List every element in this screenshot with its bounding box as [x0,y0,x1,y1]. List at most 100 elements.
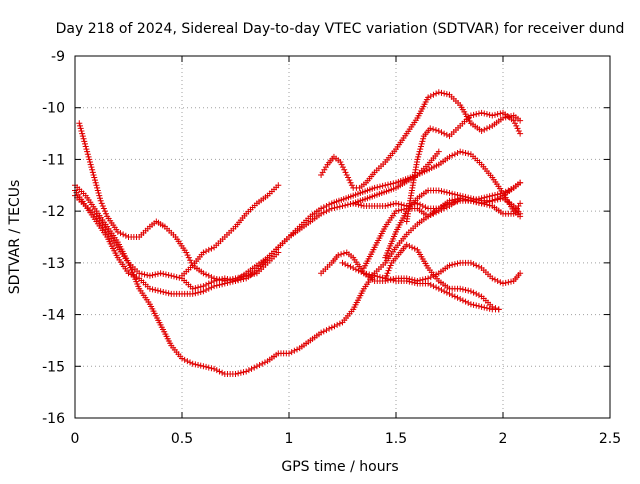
data-point [219,369,226,376]
data-point [517,117,524,124]
data-point [318,205,325,212]
data-point [339,259,346,266]
data-point [192,290,199,297]
data-point [473,290,480,297]
data-point [184,252,191,259]
y-tick-label: -13 [42,256,65,272]
data-point [96,192,103,199]
data-point [347,179,354,186]
data-point [494,195,501,202]
data-point [152,271,159,278]
data-point [120,231,127,238]
data-point [425,275,432,282]
data-point [441,288,448,295]
data-point [294,346,301,353]
data-point [441,205,448,212]
data-point [513,122,520,129]
series-s1 [72,148,524,292]
data-point [430,283,437,290]
data-point [197,283,204,290]
data-point [432,127,439,134]
data-point [495,306,502,313]
data-point [101,208,108,215]
y-tick-label: -10 [42,101,65,117]
data-point [438,287,445,294]
data-point [88,164,95,171]
data-point [387,180,394,187]
data-point [457,148,464,155]
data-point [348,182,355,189]
data-point [425,94,432,101]
data-point [85,153,92,160]
data-point [382,202,389,209]
data-point [467,259,474,266]
data-point [467,112,474,119]
data-point [393,200,399,207]
data-point [77,125,84,132]
data-point [208,284,215,291]
data-point [483,305,490,312]
x-tick-label: 1 [285,431,294,447]
data-point [414,200,421,207]
data-point [415,153,422,160]
data-point [435,148,442,155]
data-point [200,283,207,290]
data-point [245,272,252,279]
data-point [467,195,474,202]
data-point [409,279,416,286]
data-point [441,188,448,195]
data-point [81,138,88,145]
data-point [451,293,458,300]
data-point [481,304,488,311]
data-point [393,208,399,215]
data-point [192,361,199,368]
data-point [505,279,512,286]
data-point [376,183,383,190]
data-point [386,265,393,272]
data-point [326,201,333,208]
data-point [82,143,89,150]
data-point [200,363,207,370]
data-point [387,201,394,208]
data-point [494,277,501,284]
data-point [478,127,485,134]
data-point [243,272,250,279]
x-axis-label: GPS time / hours [281,459,398,475]
data-point [205,272,212,279]
series-s6 [318,89,524,191]
data-point [459,193,466,200]
data-point [91,177,98,184]
data-point [185,254,192,261]
data-point [446,153,453,160]
data-point [384,276,391,283]
y-tick-label: -15 [42,359,65,375]
data-point [465,287,472,294]
data-point [446,197,453,204]
data-point [160,288,167,295]
data-point [331,204,338,211]
data-point [338,161,345,168]
data-point [508,278,515,285]
data-point [454,149,461,156]
x-tick-label: 0.5 [171,431,193,447]
data-point [243,368,250,375]
data-point [157,288,164,295]
data-point [344,262,351,269]
data-point [517,200,524,207]
data-point [454,294,461,301]
data-point [390,201,397,208]
data-point [505,113,512,120]
data-point [417,143,424,150]
data-point [449,190,456,197]
data-point [203,248,210,255]
data-point [443,189,450,196]
data-point [94,187,101,194]
data-point [227,276,234,283]
data-point [427,281,434,288]
data-point [414,156,421,163]
data-point [517,270,524,277]
data-point [390,180,397,187]
data-point [256,361,263,368]
data-point [462,298,469,305]
